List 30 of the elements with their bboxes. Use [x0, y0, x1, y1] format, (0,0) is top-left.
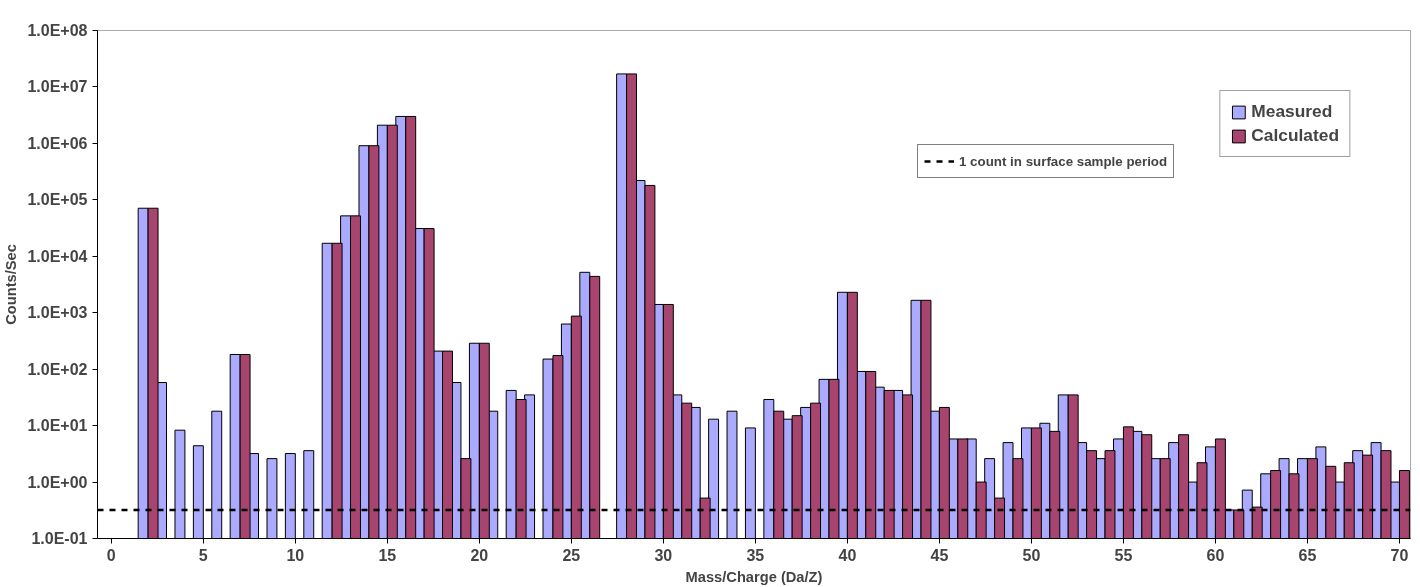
x-tick-label: 15 [378, 546, 397, 564]
x-tick-label: 30 [654, 546, 673, 564]
x-tick-label: 5 [198, 546, 208, 564]
y-tick-label: 1.0E+08 [27, 22, 88, 39]
x-tick-label: 70 [1390, 546, 1409, 564]
x-tick-label: 20 [470, 546, 489, 564]
y-tick-label: 1.0E+06 [27, 134, 88, 152]
x-tick-label: 60 [1206, 546, 1225, 564]
y-tick-label: 1.0E+07 [27, 78, 88, 96]
x-axis-title: Mass/Charge (Da/Z) [685, 568, 823, 585]
y-axis-title: Counts/Sec [3, 244, 20, 325]
y-tick-label: 1.0E+01 [27, 417, 88, 435]
y-tick-label: 1.0E-01 [31, 530, 88, 547]
x-tick-label: 65 [1298, 546, 1317, 564]
y-tick-label: 1.0E+04 [27, 247, 88, 265]
y-tick-label: 1.0E+02 [27, 360, 88, 378]
x-tick-label: 35 [746, 546, 765, 564]
y-tick-label: 1.0E+05 [27, 191, 88, 209]
x-tick-label: 55 [1114, 546, 1133, 564]
x-tick-label: 10 [286, 546, 305, 564]
legend-label: Measured [1251, 101, 1333, 122]
legend-label: 1 count in surface sample period [959, 153, 1168, 169]
legend-label: Calculated [1251, 125, 1339, 146]
y-tick-label: 1.0E+03 [27, 304, 88, 322]
x-tick-label: 50 [1022, 546, 1041, 564]
x-tick-label: 40 [838, 546, 857, 564]
x-tick-label: 45 [930, 546, 949, 564]
x-tick-label: 25 [562, 546, 581, 564]
x-tick-label: 0 [106, 546, 116, 564]
y-tick-label: 1.0E+00 [27, 473, 88, 491]
